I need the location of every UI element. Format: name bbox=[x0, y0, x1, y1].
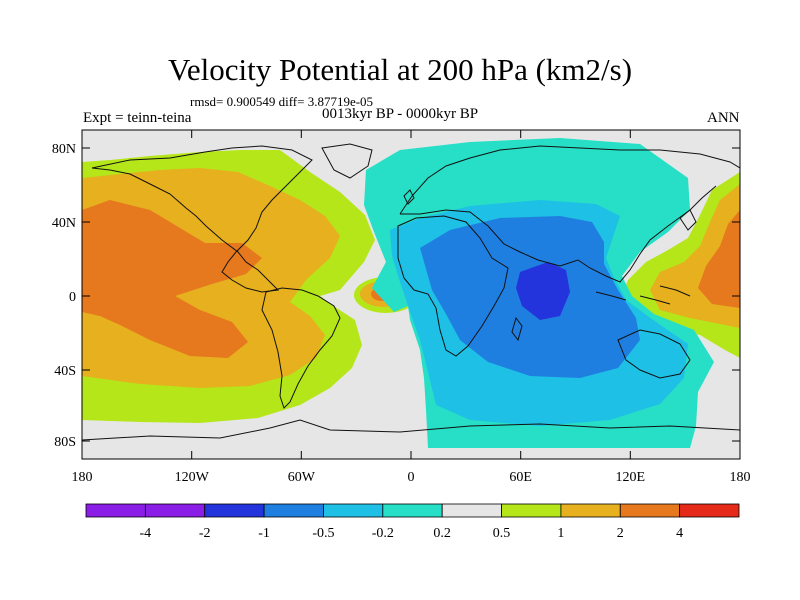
colorbar-label: -0.2 bbox=[372, 526, 394, 541]
colorbar-box bbox=[85, 503, 146, 518]
colorbar-label: 2 bbox=[617, 526, 624, 541]
colorbar-label: 0.2 bbox=[433, 526, 451, 541]
y-tick-label: 0 bbox=[69, 290, 76, 305]
colorbar-label: -4 bbox=[140, 526, 152, 541]
colorbar-box bbox=[263, 503, 324, 518]
coast-uk bbox=[403, 189, 415, 205]
coast-greenland bbox=[321, 143, 373, 179]
x-tick-label: 120E bbox=[616, 470, 646, 485]
contour-field bbox=[82, 130, 740, 459]
x-axis: 180 120W 60W 0 60E 120E 180 bbox=[72, 130, 751, 485]
colorbar-label: 4 bbox=[676, 526, 683, 541]
coast-south-america bbox=[261, 287, 341, 409]
y-tick-label: 40N bbox=[52, 216, 76, 231]
x-tick-label: 180 bbox=[72, 470, 93, 485]
x-tick-label: 120W bbox=[175, 470, 210, 485]
colorbar-box bbox=[144, 503, 206, 518]
contour-wpac-1 bbox=[698, 210, 740, 308]
coastlines bbox=[82, 143, 740, 441]
x-tick-label: 0 bbox=[408, 470, 415, 485]
coast-japan bbox=[679, 209, 697, 231]
coast-north-america bbox=[91, 145, 313, 293]
colorbar-box bbox=[619, 503, 681, 518]
colorbar-box bbox=[441, 503, 502, 518]
coast-indonesia bbox=[595, 285, 691, 305]
x-tick-label: 60W bbox=[288, 470, 316, 485]
y-tick-label: 80N bbox=[52, 142, 76, 157]
colorbar: -4 -2 -1 -0.5 -0.2 0.2 0.5 1 2 4 bbox=[85, 503, 740, 541]
period-label: 0013kyr BP - 0000kyr BP bbox=[322, 106, 479, 122]
colorbar-label: -1 bbox=[258, 526, 270, 541]
coast-antarctica bbox=[82, 419, 740, 441]
colorbar-label: -0.5 bbox=[312, 526, 334, 541]
colorbar-label: 0.5 bbox=[493, 526, 511, 541]
coast-madagascar bbox=[511, 316, 523, 342]
coast-africa bbox=[397, 215, 509, 357]
y-tick-label: 40S bbox=[54, 364, 76, 379]
colorbar-box bbox=[560, 503, 621, 518]
x-tick-label: 180 bbox=[730, 470, 751, 485]
x-tick-label: 60E bbox=[509, 470, 532, 485]
colorbar-label: 1 bbox=[557, 526, 564, 541]
coast-eurasia bbox=[399, 145, 740, 283]
colorbar-box bbox=[382, 503, 443, 518]
colorbar-box bbox=[501, 503, 562, 518]
colorbar-box bbox=[204, 503, 265, 518]
contour-east-neg-2 bbox=[516, 262, 570, 320]
stats-line: rmsd= 0.900549 diff= 3.87719e-05 bbox=[190, 94, 374, 109]
y-tick-label: 80S bbox=[54, 435, 76, 450]
coast-australia bbox=[617, 329, 691, 379]
colorbar-label: -2 bbox=[199, 526, 211, 541]
season-label: ANN bbox=[707, 110, 740, 126]
y-axis: 80N 40N 0 40S 80S bbox=[52, 142, 740, 450]
plot-title: Velocity Potential at 200 hPa (km2/s) bbox=[167, 52, 633, 87]
experiment-label: Expt = teinn-teina bbox=[83, 110, 192, 126]
colorbar-box bbox=[323, 503, 384, 518]
contour-west-1 bbox=[82, 200, 262, 358]
colorbar-box bbox=[679, 503, 740, 518]
